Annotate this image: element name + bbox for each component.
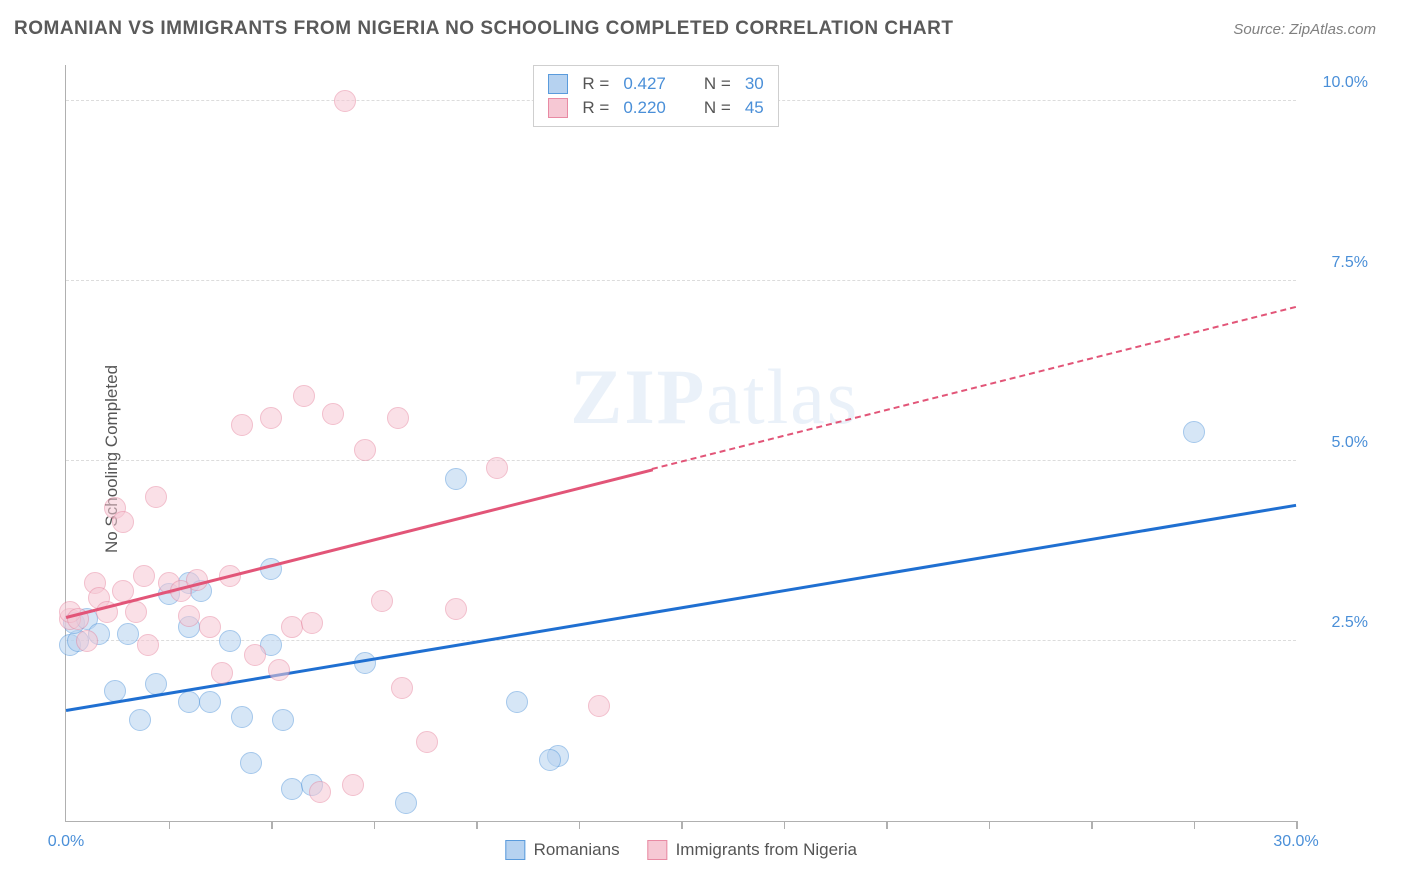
- n-value: 30: [745, 74, 764, 94]
- data-point: [178, 691, 200, 713]
- plot-area: ZIPatlas 2.5%5.0%7.5%10.0%0.0%30.0%R =0.…: [65, 65, 1296, 822]
- legend-item-nigeria: Immigrants from Nigeria: [648, 840, 857, 860]
- x-tick-label: 30.0%: [1273, 833, 1318, 851]
- x-tick: [989, 821, 991, 829]
- data-point: [301, 612, 323, 634]
- x-tick: [579, 821, 581, 829]
- data-point: [1183, 421, 1205, 443]
- stats-swatch: [548, 74, 568, 94]
- data-point: [334, 90, 356, 112]
- data-point: [178, 605, 200, 627]
- bottom-legend: Romanians Immigrants from Nigeria: [506, 840, 857, 860]
- x-tick: [476, 821, 478, 829]
- data-point: [219, 630, 241, 652]
- x-tick: [1296, 821, 1298, 829]
- data-point: [112, 511, 134, 533]
- stats-swatch: [548, 98, 568, 118]
- data-point: [211, 662, 233, 684]
- data-point: [133, 565, 155, 587]
- x-tick: [374, 821, 376, 829]
- stats-row: R = 0.427 N = 30: [548, 72, 763, 96]
- stats-legend: R = 0.427 N = 30 R = 0.220 N = 45: [533, 65, 778, 127]
- x-tick: [886, 821, 888, 829]
- y-tick-label: 10.0%: [1323, 74, 1368, 92]
- data-point: [342, 774, 364, 796]
- data-point: [137, 634, 159, 656]
- data-point: [76, 630, 98, 652]
- data-point: [231, 414, 253, 436]
- x-tick: [1194, 821, 1196, 829]
- x-tick: [681, 821, 683, 829]
- n-value: 45: [745, 98, 764, 118]
- data-point: [145, 486, 167, 508]
- data-point: [117, 623, 139, 645]
- data-point: [125, 601, 147, 623]
- data-point: [387, 407, 409, 429]
- stats-row: R = 0.220 N = 45: [548, 96, 763, 120]
- n-label: N =: [704, 98, 731, 118]
- data-point: [322, 403, 344, 425]
- data-point: [112, 580, 134, 602]
- y-tick-label: 2.5%: [1332, 614, 1368, 632]
- r-value: 0.220: [623, 98, 666, 118]
- data-point: [391, 677, 413, 699]
- legend-label-romanians: Romanians: [534, 840, 620, 860]
- data-point: [309, 781, 331, 803]
- r-value: 0.427: [623, 74, 666, 94]
- data-point: [268, 659, 290, 681]
- data-point: [371, 590, 393, 612]
- n-label: N =: [704, 74, 731, 94]
- data-point: [445, 598, 467, 620]
- legend-item-romanians: Romanians: [506, 840, 620, 860]
- data-point: [129, 709, 151, 731]
- data-point: [231, 706, 253, 728]
- swatch-romanians: [506, 840, 526, 860]
- gridline: [66, 280, 1296, 281]
- data-point: [506, 691, 528, 713]
- data-point: [272, 709, 294, 731]
- data-point: [395, 792, 417, 814]
- trend-line: [652, 306, 1296, 470]
- data-point: [445, 468, 467, 490]
- data-point: [260, 407, 282, 429]
- legend-label-nigeria: Immigrants from Nigeria: [676, 840, 857, 860]
- data-point: [199, 616, 221, 638]
- r-label: R =: [582, 98, 609, 118]
- y-tick-label: 7.5%: [1332, 254, 1368, 272]
- x-tick: [271, 821, 273, 829]
- x-tick: [169, 821, 171, 829]
- data-point: [588, 695, 610, 717]
- data-point: [486, 457, 508, 479]
- data-point: [416, 731, 438, 753]
- data-point: [240, 752, 262, 774]
- data-point: [281, 778, 303, 800]
- trend-line: [66, 504, 1296, 712]
- x-tick-label: 0.0%: [48, 833, 84, 851]
- data-point: [293, 385, 315, 407]
- data-point: [539, 749, 561, 771]
- data-point: [199, 691, 221, 713]
- x-tick: [784, 821, 786, 829]
- data-point: [354, 439, 376, 461]
- data-point: [244, 644, 266, 666]
- x-tick: [1091, 821, 1093, 829]
- data-point: [281, 616, 303, 638]
- source-attribution: Source: ZipAtlas.com: [1233, 21, 1376, 38]
- chart-container: No Schooling Completed ZIPatlas 2.5%5.0%…: [40, 55, 1376, 862]
- chart-title: ROMANIAN VS IMMIGRANTS FROM NIGERIA NO S…: [14, 18, 953, 40]
- gridline: [66, 640, 1296, 641]
- r-label: R =: [582, 74, 609, 94]
- swatch-nigeria: [648, 840, 668, 860]
- y-tick-label: 5.0%: [1332, 434, 1368, 452]
